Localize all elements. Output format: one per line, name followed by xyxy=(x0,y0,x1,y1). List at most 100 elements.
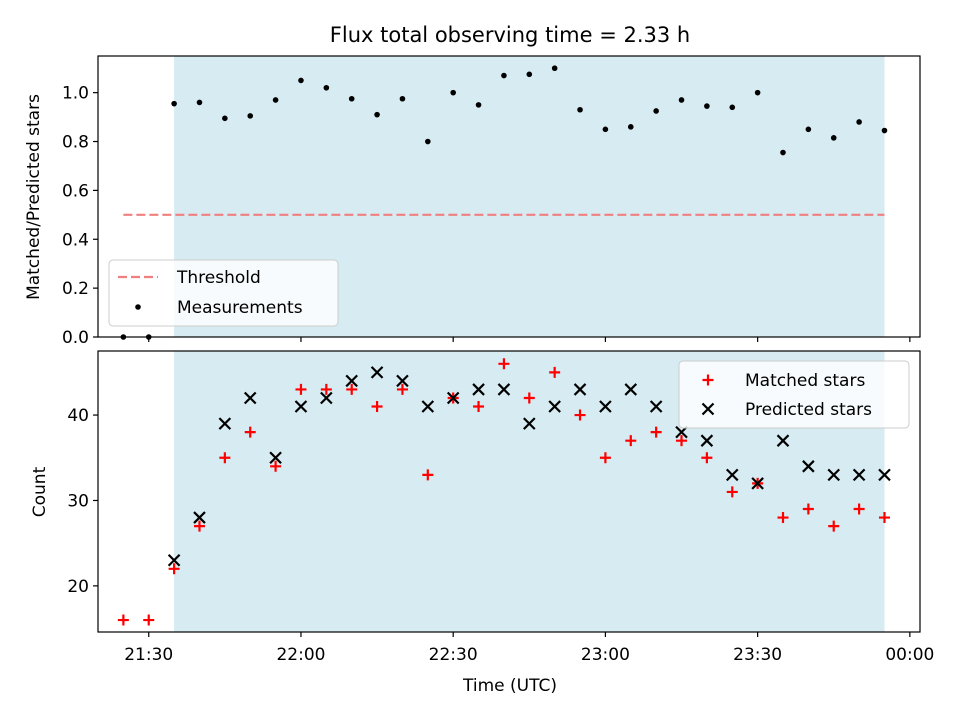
data-point xyxy=(348,95,355,102)
data-point xyxy=(856,119,862,125)
data-point xyxy=(802,460,815,473)
data-point xyxy=(828,520,840,532)
data-point xyxy=(676,435,688,447)
data-point xyxy=(171,100,177,107)
data-point xyxy=(599,452,611,464)
x-tick-label: 23:30 xyxy=(733,645,782,665)
y-tick-label: 20 xyxy=(67,577,89,597)
data-point xyxy=(247,113,254,119)
data-point xyxy=(422,469,434,481)
data-point xyxy=(168,563,180,575)
x-tick-label: 21:30 xyxy=(124,645,173,665)
legend-label-threshold: Threshold xyxy=(176,268,261,288)
data-point xyxy=(805,126,812,133)
data-point xyxy=(294,400,308,413)
data-point xyxy=(573,383,587,396)
data-point xyxy=(878,512,890,524)
data-point xyxy=(143,614,155,626)
legend-measurements-swatch xyxy=(135,304,141,310)
data-point xyxy=(450,89,456,96)
data-point xyxy=(346,383,358,395)
data-point xyxy=(472,383,485,396)
legend-box xyxy=(108,259,339,327)
data-point xyxy=(320,383,332,395)
legend-label-predicted: Predicted stars xyxy=(745,400,872,420)
data-point xyxy=(473,401,485,413)
legend-label-measurements: Measurements xyxy=(177,298,303,318)
data-point xyxy=(726,486,738,498)
data-point xyxy=(526,71,533,78)
ratio-y-axis-label: Matched/Predicted stars xyxy=(24,94,44,300)
y-tick-label: 40 xyxy=(67,406,89,426)
data-point xyxy=(577,106,583,113)
data-point xyxy=(624,383,638,396)
data-point xyxy=(244,426,256,438)
data-point xyxy=(497,383,511,396)
series-matched-stars xyxy=(117,358,890,626)
data-point xyxy=(370,366,384,379)
data-point xyxy=(475,102,482,108)
y-tick-label: 0.4 xyxy=(62,230,89,250)
data-point xyxy=(650,426,662,438)
data-point xyxy=(678,97,685,103)
legend-matched-swatch xyxy=(702,374,714,386)
legend-box xyxy=(678,360,910,429)
data-point xyxy=(602,126,609,133)
series-predicted-stars xyxy=(167,366,891,567)
count-y-axis-label: Count xyxy=(30,466,50,517)
count-legend: Matched stars Predicted stars xyxy=(678,360,910,429)
y-tick-label: 0.6 xyxy=(62,181,89,201)
data-point xyxy=(196,99,203,106)
data-point xyxy=(218,417,232,430)
legend-label-matched: Matched stars xyxy=(745,371,865,391)
data-point xyxy=(802,503,814,515)
data-point xyxy=(627,124,634,130)
data-point xyxy=(881,127,888,134)
data-point xyxy=(700,434,714,447)
data-point xyxy=(701,452,713,464)
data-point xyxy=(167,553,181,567)
data-point xyxy=(396,383,408,395)
data-point xyxy=(649,400,663,413)
data-point xyxy=(548,400,561,413)
data-point xyxy=(117,614,129,626)
data-point xyxy=(298,77,304,84)
data-point xyxy=(725,468,739,482)
data-point xyxy=(320,391,333,405)
data-point xyxy=(574,409,586,421)
x-tick-label: 22:30 xyxy=(429,645,478,665)
data-point xyxy=(751,477,764,490)
data-point xyxy=(374,111,380,118)
data-point xyxy=(704,103,710,109)
x-tick-label: 23:00 xyxy=(581,645,630,665)
data-point xyxy=(729,104,736,111)
data-point xyxy=(446,391,460,405)
data-point xyxy=(219,452,231,464)
data-point xyxy=(345,374,358,388)
data-point xyxy=(396,374,409,388)
y-tick-label: 1.0 xyxy=(62,84,89,104)
chart-title: Flux total observing time = 2.33 h xyxy=(330,23,690,47)
data-point xyxy=(222,115,228,122)
data-point xyxy=(830,135,837,141)
data-point xyxy=(272,97,279,103)
data-point xyxy=(425,138,431,145)
data-point xyxy=(295,383,307,395)
data-point xyxy=(551,65,558,72)
y-tick-label: 0.8 xyxy=(62,133,89,153)
data-point xyxy=(852,468,866,482)
data-point xyxy=(549,366,561,378)
data-point xyxy=(878,468,891,482)
data-point xyxy=(269,451,282,465)
data-point xyxy=(653,108,659,114)
plot-frame xyxy=(97,55,921,338)
x-tick-label: 00:00 xyxy=(885,645,934,665)
data-point xyxy=(243,391,257,405)
ratio-legend: Threshold Measurements xyxy=(108,259,339,327)
data-point xyxy=(371,401,383,413)
data-point xyxy=(754,89,761,96)
data-point xyxy=(776,434,790,447)
data-point xyxy=(193,520,205,532)
data-point xyxy=(827,468,841,482)
data-point xyxy=(421,400,435,413)
